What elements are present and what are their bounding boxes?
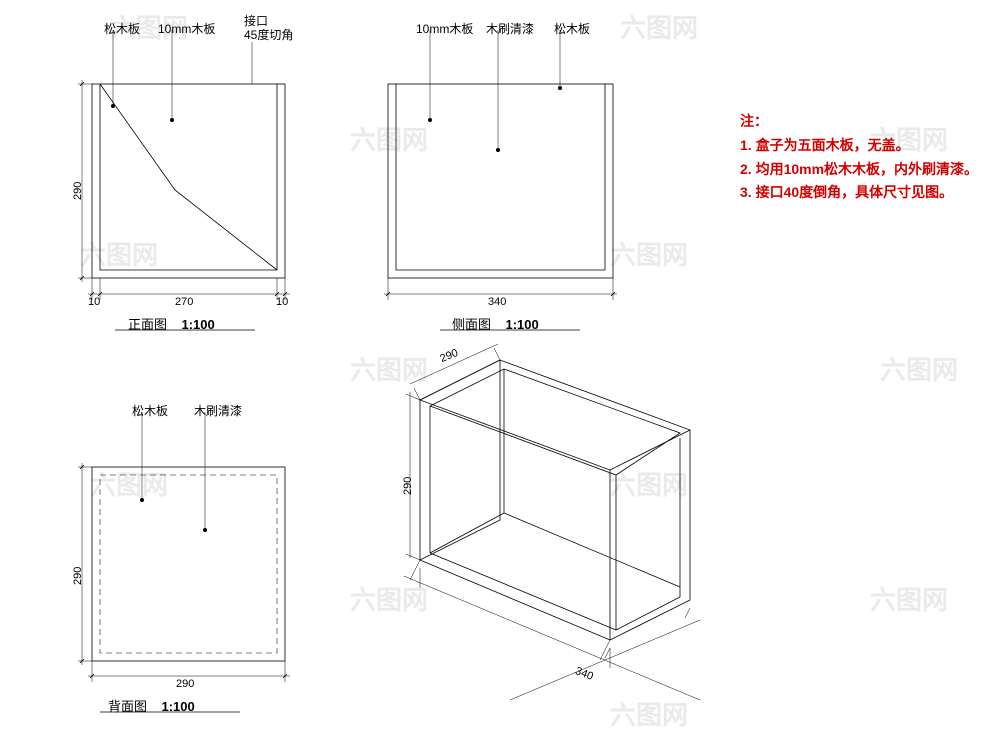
dim-label: 290 [72,182,84,200]
dim-label: 290 [176,678,194,690]
dim-label: 10 [276,296,288,308]
dim-label: 290 [402,477,414,495]
view-title: 背面图 1:100 [108,696,195,715]
callout-label: 松木板 [554,20,590,37]
drawing-canvas: 六图网 六图网 六图网 六图网 六图网 六图网 六图网 六图网 六图网 六图网 … [0,0,994,747]
side-view [384,30,617,330]
notes-line: 2. 均用10mm松木木板，内外刷清漆。 [740,158,978,182]
notes-heading: 注： [740,110,978,134]
view-title: 侧面图 1:100 [452,314,539,333]
notes-line: 3. 接口40度倒角，具体尺寸见图。 [740,181,978,205]
back-view [78,412,290,712]
callout-label: 木刷清漆 [486,20,534,37]
notes-block: 注： 1. 盒子为五面木板，无盖。 2. 均用10mm松木木板，内外刷清漆。 3… [740,110,978,205]
callout-label: 接口 45度切角 [244,14,293,43]
view-title: 正面图 1:100 [128,314,215,333]
callout-label: 木刷清漆 [194,402,242,419]
dim-label: 340 [488,296,506,308]
callout-label: 松木板 [104,20,140,37]
dim-label: 10 [88,296,100,308]
notes-line: 1. 盒子为五面木板，无盖。 [740,134,978,158]
iso-view [404,344,700,700]
dim-label: 290 [72,567,84,585]
callout-label: 10mm木板 [158,20,215,37]
dim-label: 270 [175,296,193,308]
callout-label: 10mm木板 [416,20,473,37]
front-view [78,30,290,330]
callout-label: 松木板 [132,402,168,419]
